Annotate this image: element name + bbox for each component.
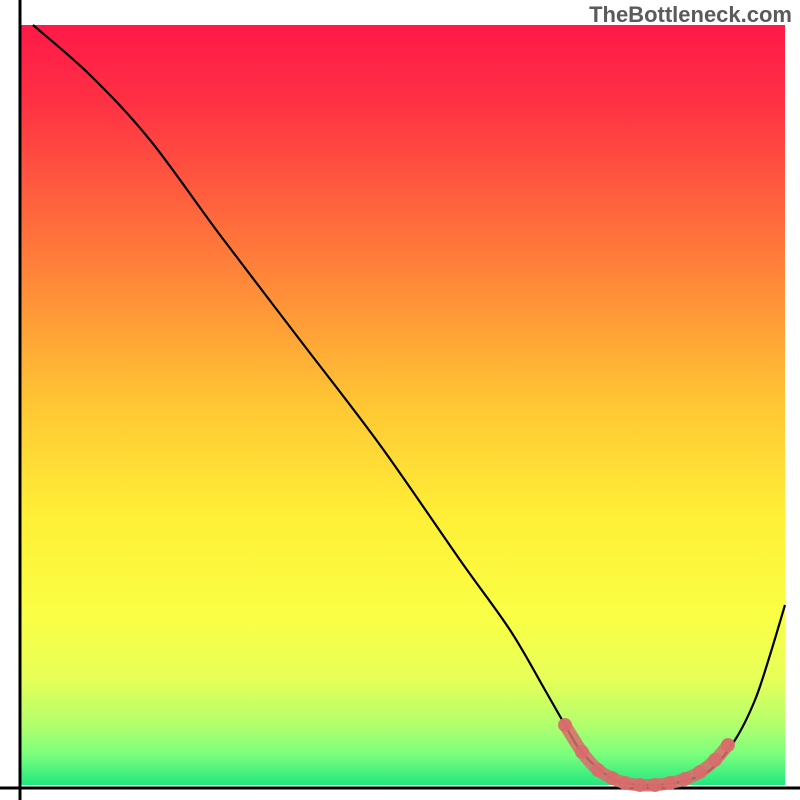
marker-dot: [591, 763, 605, 777]
marker-dot: [618, 776, 632, 790]
marker-dot: [693, 765, 707, 779]
marker-dot: [558, 718, 572, 732]
watermark-text: TheBottleneck.com: [589, 2, 792, 28]
marker-dot: [648, 778, 662, 792]
marker-dot: [633, 778, 647, 792]
marker-dot: [605, 771, 619, 785]
marker-dot: [575, 745, 589, 759]
bottleneck-chart: [0, 0, 800, 800]
plot-background: [20, 25, 785, 785]
marker-dot: [663, 776, 677, 790]
marker-dot: [721, 738, 735, 752]
marker-dot: [708, 753, 722, 767]
marker-dot: [678, 772, 692, 786]
